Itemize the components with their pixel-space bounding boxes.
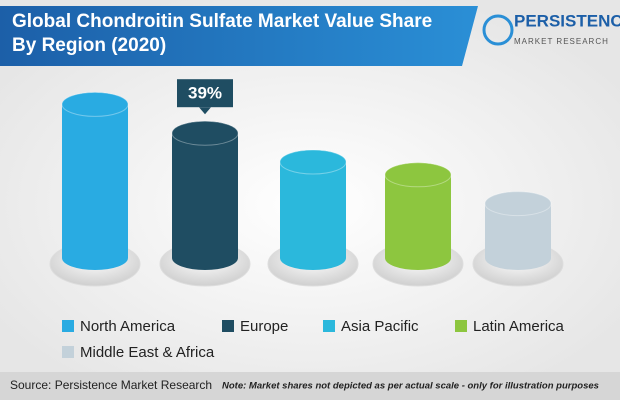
legend-label: Latin America [473, 318, 565, 335]
legend-label: Europe [240, 318, 288, 335]
chart-title: Global Chondroitin Sulfate Market Value … [12, 11, 433, 56]
legend-label: Middle East & Africa [80, 344, 215, 361]
legend-swatch [222, 320, 234, 332]
legend-label: Asia Pacific [341, 318, 419, 335]
source: Source: Persistence Market Research [10, 378, 212, 392]
cylinder [280, 150, 346, 270]
logo-subtitle: MARKET RESEARCH [514, 37, 609, 46]
cylinder [62, 92, 128, 270]
legend-swatch [323, 320, 335, 332]
legend-swatch [62, 346, 74, 358]
cylinder [172, 121, 238, 270]
value-label-pointer [199, 107, 211, 115]
cylinder-top [61, 91, 129, 117]
cylinder-top [384, 162, 452, 188]
legend-label: North America [80, 318, 176, 335]
logo: PERSISTENCE MARKET RESEARCH [482, 11, 620, 46]
logo-name: PERSISTENCE [514, 11, 620, 30]
cylinder-top [171, 120, 239, 146]
cylinder [385, 162, 451, 270]
value-label: 39% [188, 84, 222, 103]
logo-icon [482, 14, 514, 46]
legend-swatch [62, 320, 74, 332]
cylinder-top [279, 149, 347, 175]
footer [0, 372, 620, 400]
value-label-box [177, 79, 233, 108]
cylinder-top [484, 191, 552, 217]
note: Note: Market shares not depicted as per … [222, 381, 599, 392]
title-banner [0, 6, 478, 66]
legend-swatch [455, 320, 467, 332]
